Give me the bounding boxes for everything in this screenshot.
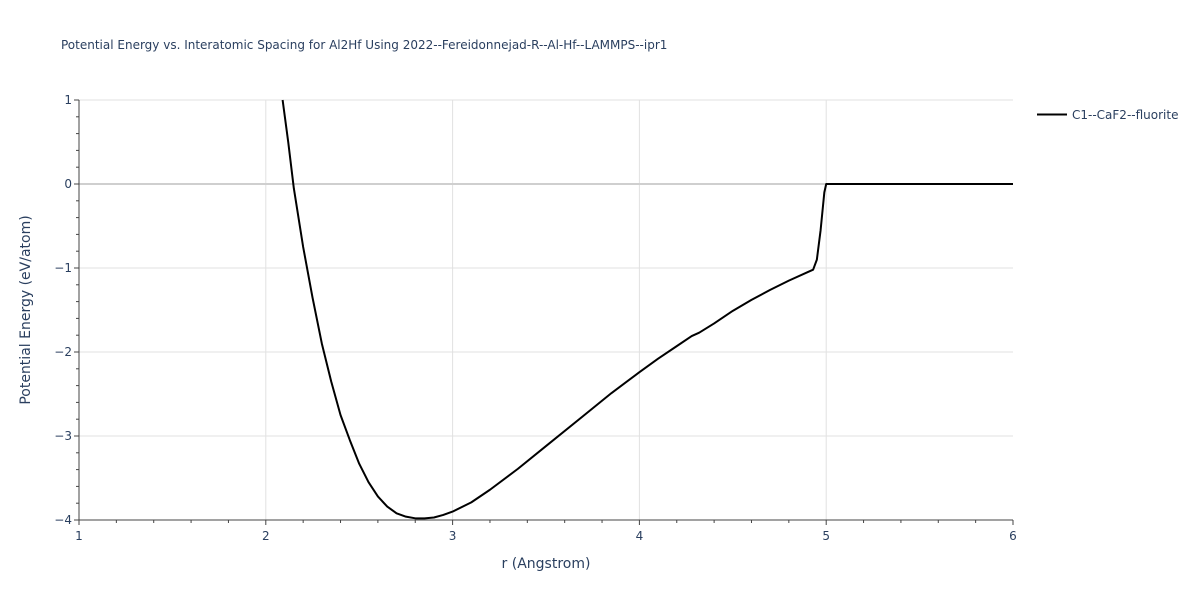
y-tick-label: 1 [64, 93, 72, 107]
chart-title: Potential Energy vs. Interatomic Spacing… [61, 38, 668, 52]
y-tick-label: 0 [64, 177, 72, 191]
series-line-0 [281, 99, 1013, 520]
ticks-layer: 1 2 3 4 5 6 1 0 −1 −2 −3 −4 [54, 93, 1017, 543]
y-tick-label: −1 [54, 261, 72, 275]
legend-label: C1--CaF2--fluorite [1072, 108, 1178, 122]
x-tick-label: 4 [636, 529, 644, 543]
x-tick-label: 2 [262, 529, 270, 543]
y-axis-title: Potential Energy (eV/atom) [18, 215, 34, 404]
x-tick-label: 3 [449, 529, 457, 543]
y-tick-label: −4 [54, 513, 72, 527]
x-axis-title: r (Angstrom) [502, 556, 591, 572]
y-tick-label: −3 [54, 429, 72, 443]
series-layer [281, 99, 1013, 520]
legend[interactable]: C1--CaF2--fluorite [1037, 108, 1178, 122]
x-tick-label: 5 [822, 529, 830, 543]
y-tick-label: −2 [54, 345, 72, 359]
axes-layer [78, 100, 1013, 521]
x-tick-label: 1 [75, 529, 83, 543]
x-tick-label: 6 [1009, 529, 1017, 543]
grid-layer [79, 99, 1013, 520]
